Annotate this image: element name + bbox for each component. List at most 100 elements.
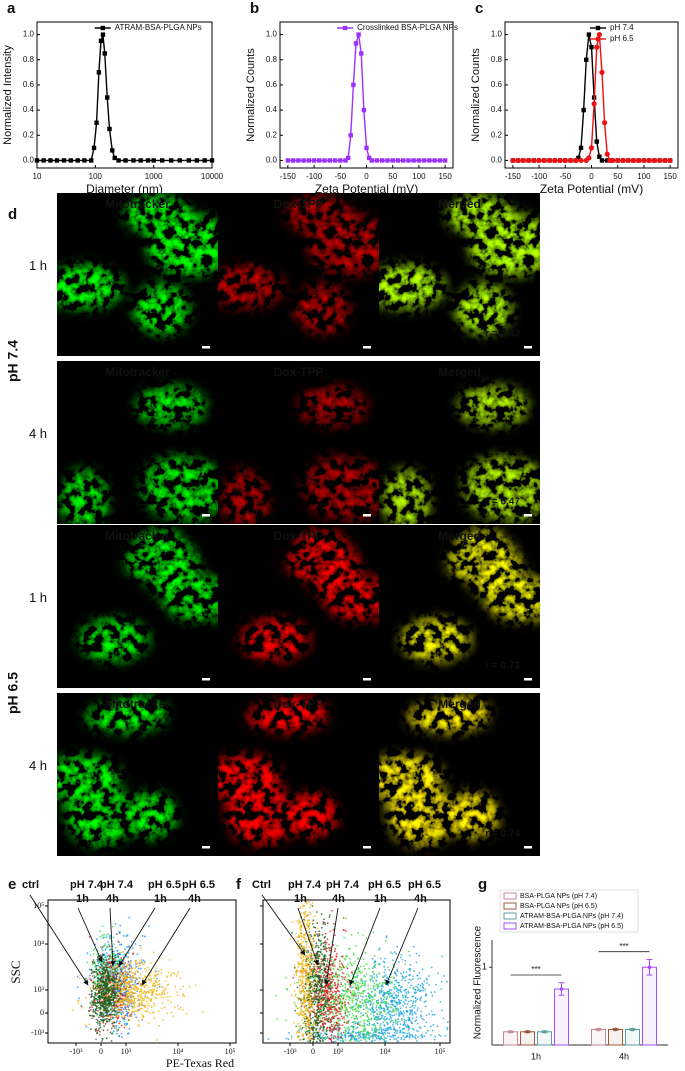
event-dot <box>413 1011 416 1014</box>
data-line <box>287 34 446 162</box>
event-dot <box>105 961 108 964</box>
event-dot <box>383 1036 386 1038</box>
event-dot <box>332 1024 335 1026</box>
event-dot <box>147 986 150 989</box>
event-dot <box>389 982 392 984</box>
event-dot <box>415 985 417 988</box>
event-dot <box>103 936 105 939</box>
y-tick-label: 0.6 <box>266 80 278 89</box>
event-dot <box>312 1036 315 1038</box>
event-dot <box>324 1005 327 1007</box>
event-dot <box>323 1003 326 1006</box>
event-dot <box>151 993 154 996</box>
event-dot <box>116 981 119 984</box>
event-dot <box>368 1000 371 1003</box>
bar <box>642 966 657 1046</box>
event-dot <box>328 979 331 982</box>
event-dot <box>344 1011 347 1014</box>
event-dot <box>321 934 324 936</box>
event-dot <box>338 965 341 968</box>
event-dot <box>288 1031 290 1034</box>
event-dot <box>124 1006 127 1008</box>
event-dot <box>98 982 100 984</box>
event-dot <box>383 993 386 996</box>
event-dot <box>127 964 130 967</box>
event-dot <box>323 1013 325 1016</box>
event-dot <box>383 965 386 968</box>
event-dot <box>108 979 111 982</box>
event-dot <box>369 1013 372 1015</box>
event-dot <box>377 999 380 1002</box>
event-dot <box>359 986 362 989</box>
event-dot <box>331 980 334 983</box>
event-dot <box>172 1015 175 1018</box>
data-point <box>596 31 602 38</box>
event-dot <box>359 1036 362 1039</box>
event-dot <box>372 1035 374 1038</box>
event-dot <box>351 1007 353 1010</box>
event-dot <box>402 1023 405 1026</box>
event-dot <box>326 992 329 994</box>
y-axis-title: Normalized Counts <box>470 48 482 142</box>
event-dot <box>114 956 117 959</box>
event-dot <box>118 974 121 976</box>
event-dot <box>337 973 340 976</box>
event-dot <box>143 935 146 938</box>
x-axis-title: Diameter (nm) <box>86 182 163 196</box>
population-label: ctrl <box>22 879 39 891</box>
event-dot <box>97 962 100 965</box>
event-dot <box>157 973 160 976</box>
event-dot <box>330 960 333 962</box>
event-dot <box>78 997 80 1000</box>
event-dot <box>371 1010 373 1013</box>
event-dot <box>102 980 105 983</box>
event-dot <box>340 1010 342 1012</box>
event-dot <box>338 1006 340 1009</box>
event-dot <box>365 1012 367 1014</box>
event-dot <box>105 1020 108 1022</box>
event-dot <box>149 975 151 977</box>
event-dot <box>329 1004 332 1007</box>
event-dot <box>108 955 111 958</box>
event-dot <box>321 996 323 999</box>
event-dot <box>363 967 366 970</box>
event-dot <box>123 967 126 970</box>
event-dot <box>183 995 186 998</box>
event-dot <box>128 968 131 971</box>
channel-header: Dox-TPP <box>273 365 323 379</box>
event-dot <box>108 1010 110 1012</box>
event-dot <box>158 983 161 986</box>
event-dot <box>136 1010 139 1013</box>
event-dot <box>111 1013 114 1016</box>
event-dot <box>411 1005 413 1008</box>
event-dot <box>388 1032 391 1035</box>
event-dot <box>326 999 328 1002</box>
event-dot <box>156 994 158 996</box>
event-dot <box>101 1000 103 1003</box>
event-dot <box>121 999 124 1002</box>
event-dot <box>98 978 100 981</box>
event-dot <box>176 973 179 976</box>
event-dot <box>370 1002 372 1005</box>
event-dot <box>102 953 104 956</box>
event-dot <box>150 997 153 1000</box>
event-dot <box>119 943 121 946</box>
event-dot <box>319 1014 322 1016</box>
event-dot <box>372 1034 375 1037</box>
event-dot <box>389 988 391 991</box>
data-point <box>48 158 53 163</box>
event-dot <box>106 982 109 985</box>
event-dot <box>117 991 119 994</box>
event-dot <box>111 1017 114 1020</box>
channel-header: Dox-TPP <box>273 697 323 711</box>
event-dot <box>327 1013 330 1016</box>
event-dot <box>150 1005 153 1008</box>
event-dot <box>160 968 163 971</box>
event-dot <box>331 963 333 966</box>
event-dot <box>408 954 411 957</box>
event-dot <box>397 1036 399 1039</box>
event-dot <box>371 999 374 1001</box>
event-dot <box>380 1002 383 1004</box>
event-dot <box>105 947 107 950</box>
event-dot <box>126 965 128 968</box>
